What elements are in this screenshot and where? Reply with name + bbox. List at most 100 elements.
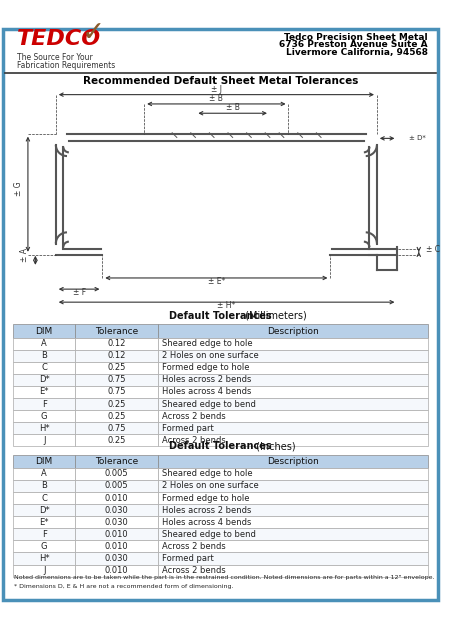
Bar	[13, 361, 75, 374]
Text: B: B	[41, 482, 47, 490]
Bar	[75, 492, 158, 504]
Bar	[75, 386, 158, 398]
Text: G: G	[41, 542, 47, 551]
Text: (Millimeters): (Millimeters)	[242, 311, 307, 321]
Text: ± D*: ± D*	[410, 135, 426, 141]
Bar	[75, 528, 158, 540]
Bar	[158, 504, 428, 516]
Text: DIM: DIM	[36, 326, 53, 335]
Text: 0.25: 0.25	[108, 400, 126, 409]
Bar	[158, 361, 428, 374]
Text: G: G	[41, 412, 47, 421]
Text: ± F: ± F	[73, 288, 86, 297]
Bar	[75, 540, 158, 553]
Bar	[158, 350, 428, 361]
Bar	[158, 540, 428, 553]
Bar	[75, 553, 158, 565]
Text: 0.75: 0.75	[108, 375, 126, 384]
Bar	[158, 386, 428, 398]
Bar	[13, 468, 75, 480]
Bar	[158, 565, 428, 577]
Text: DIM: DIM	[36, 457, 53, 466]
Bar	[75, 422, 158, 435]
Text: ± H*: ± H*	[218, 301, 236, 310]
Text: Recommended Default Sheet Metal Tolerances: Recommended Default Sheet Metal Toleranc…	[83, 76, 358, 87]
Bar	[158, 528, 428, 540]
Text: 0.030: 0.030	[105, 506, 128, 514]
Bar	[13, 516, 75, 528]
Text: ± J: ± J	[211, 85, 222, 94]
Text: B: B	[41, 351, 47, 360]
Text: E*: E*	[39, 387, 49, 396]
Text: 0.010: 0.010	[105, 493, 128, 503]
Text: ± G: ± G	[14, 181, 23, 196]
Text: 0.12: 0.12	[108, 351, 126, 360]
Bar	[13, 422, 75, 435]
Text: ± E*: ± E*	[208, 277, 225, 285]
Bar	[13, 350, 75, 361]
Bar	[75, 361, 158, 374]
Text: 0.25: 0.25	[108, 412, 126, 421]
Text: Livermore California, 94568: Livermore California, 94568	[286, 48, 428, 56]
Text: 0.010: 0.010	[105, 542, 128, 551]
Text: 0.030: 0.030	[105, 517, 128, 527]
Text: Tolerance: Tolerance	[95, 457, 138, 466]
Bar	[158, 455, 428, 468]
Text: A: A	[41, 469, 47, 478]
Bar	[158, 398, 428, 410]
Bar	[13, 455, 75, 468]
Bar	[13, 540, 75, 553]
Text: Holes across 4 bends: Holes across 4 bends	[162, 517, 251, 527]
Bar	[158, 435, 428, 446]
Text: * Dimensions D, E & H are not a recommended form of dimensioning.: * Dimensions D, E & H are not a recommen…	[14, 584, 234, 589]
Text: ± B: ± B	[210, 94, 223, 103]
Bar	[158, 516, 428, 528]
Text: 0.75: 0.75	[108, 424, 126, 433]
Text: J: J	[43, 566, 46, 575]
Bar	[158, 553, 428, 565]
Text: ✓: ✓	[82, 19, 105, 46]
Text: Across 2 bends: Across 2 bends	[162, 542, 226, 551]
Bar	[75, 410, 158, 422]
Text: Sheared edge to bend: Sheared edge to bend	[162, 400, 256, 409]
Text: ± C: ± C	[426, 245, 440, 254]
Text: Sheared edge to hole: Sheared edge to hole	[162, 469, 253, 478]
Text: D*: D*	[39, 375, 50, 384]
Bar	[158, 410, 428, 422]
Bar	[13, 337, 75, 350]
Bar	[13, 492, 75, 504]
Text: Noted dimensions are to be taken while the part is in the restrained condition. : Noted dimensions are to be taken while t…	[14, 576, 435, 581]
Bar	[75, 337, 158, 350]
Text: H*: H*	[39, 554, 49, 563]
Bar	[13, 374, 75, 386]
Text: 0.25: 0.25	[108, 363, 126, 372]
Bar	[75, 516, 158, 528]
Text: J: J	[43, 436, 46, 445]
Bar	[158, 480, 428, 492]
Bar	[75, 504, 158, 516]
Text: E*: E*	[39, 517, 49, 527]
Text: ± B: ± B	[226, 103, 239, 113]
Text: D*: D*	[39, 506, 50, 514]
Bar	[13, 386, 75, 398]
Bar	[75, 468, 158, 480]
Text: The Source For Your: The Source For Your	[17, 53, 92, 62]
Bar	[13, 480, 75, 492]
Bar	[75, 480, 158, 492]
Bar	[75, 324, 158, 337]
Text: Across 2 bends: Across 2 bends	[162, 436, 226, 445]
Bar	[75, 398, 158, 410]
Text: Tolerance: Tolerance	[95, 326, 138, 335]
Text: 0.010: 0.010	[105, 530, 128, 539]
Text: 0.010: 0.010	[105, 566, 128, 575]
Text: Tedco Precision Sheet Metal: Tedco Precision Sheet Metal	[284, 33, 428, 41]
Bar	[13, 410, 75, 422]
Bar	[75, 350, 158, 361]
Text: Formed part: Formed part	[162, 424, 214, 433]
Text: Holes across 2 bends: Holes across 2 bends	[162, 375, 251, 384]
Text: Default Tolerances: Default Tolerances	[169, 441, 272, 451]
Bar	[75, 565, 158, 577]
Text: 0.75: 0.75	[108, 387, 126, 396]
Text: Formed part: Formed part	[162, 554, 214, 563]
Text: Holes across 2 bends: Holes across 2 bends	[162, 506, 251, 514]
